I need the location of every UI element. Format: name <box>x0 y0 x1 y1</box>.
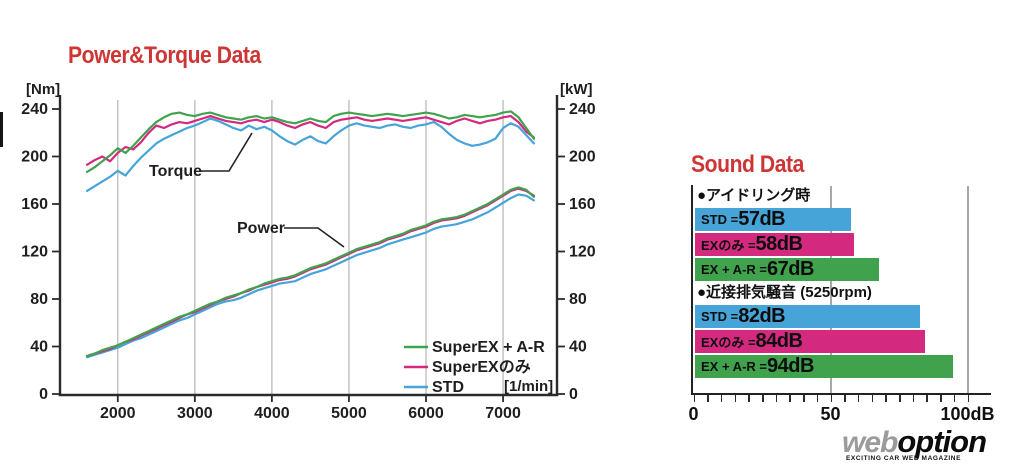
y-tick-label-left: 200 <box>21 149 48 166</box>
sound-group-header: ●アイドリング時 <box>697 187 811 204</box>
sound-axis-label-50: 50 <box>820 404 841 424</box>
y-tick-label-right: 240 <box>569 101 596 118</box>
y-tick-label-right: 0 <box>569 386 578 403</box>
power-torque-title: Power&Torque Data <box>68 42 261 69</box>
sound-bar-STD-82dB: STD = 82dB <box>695 305 920 328</box>
sound-bar-value: 58dB <box>755 233 803 255</box>
y-tick-label-right: 200 <box>569 149 596 166</box>
sound-bar-EX + A-R-67dB: EX + A-R = 67dB <box>695 258 879 281</box>
sound-group-header: ●近接排気騒音 (5250rpm) <box>697 284 872 301</box>
sound-axis-tick <box>707 395 709 402</box>
sound-axis-tick <box>762 395 764 402</box>
logo-web: web <box>842 426 898 459</box>
torque-annotation-line <box>199 132 253 172</box>
legend-label-superex: SuperEXのみ <box>432 359 531 376</box>
curve-STD <box>85 117 536 192</box>
sound-axis-tick <box>967 395 970 402</box>
weboption-logo: weboption EXCITING CAR WEB MAGAZINE <box>842 424 1018 462</box>
sound-axis-tick <box>816 395 819 402</box>
sound-axis-tick <box>953 395 956 402</box>
pt-tick-labels: 0 0 40 40 80 80 120 120 160 160 200 200 240 240 2000 30… <box>21 101 596 422</box>
sound-bar-label: STD = <box>701 309 739 324</box>
legend-label-superex-ar: SuperEX + A-R <box>432 339 545 356</box>
torque-annotation-label: Torque <box>149 163 202 180</box>
sound-gridline-50 <box>830 186 832 393</box>
y-tick-label-right: 120 <box>569 244 596 261</box>
sound-axis-tick <box>789 395 791 402</box>
sound-axis: 0 50 100dB <box>688 393 995 427</box>
y-tick-label-left: 40 <box>30 339 48 356</box>
x-tick-label: 6000 <box>408 405 444 422</box>
sound-axis-tick <box>844 395 846 402</box>
curve-SuperEXのみ <box>85 114 536 166</box>
sound-axis-tick <box>748 395 750 402</box>
sound-bar-value: 57dB <box>738 208 786 230</box>
sound-axis-tick <box>912 395 915 402</box>
y-tick-label-left: 120 <box>21 244 48 261</box>
sound-bar-value: 82dB <box>738 305 786 327</box>
sound-bar-label: STD = <box>701 212 739 227</box>
power-torque-chart: 0 0 40 40 80 80 120 120 160 160 200 200 240 240 2000 30… <box>21 81 596 422</box>
sound-bar-STD-57dB: STD = 57dB <box>695 208 852 231</box>
x-tick-label: 3000 <box>177 405 213 422</box>
sound-axis-tick <box>899 395 901 402</box>
pt-series <box>85 110 536 359</box>
y-tick-label-right: 160 <box>569 196 596 213</box>
y-tick-label-left: 160 <box>21 196 48 213</box>
page-edge-artifact <box>0 112 3 147</box>
y-tick-label-right: 40 <box>569 339 587 356</box>
sound-axis-tick <box>940 395 942 402</box>
pt-axes <box>52 95 565 402</box>
nm-axis-unit-label: [Nm] <box>26 81 60 98</box>
curve-STD <box>85 193 536 359</box>
logo-tagline: EXCITING CAR WEB MAGAZINE <box>846 455 962 462</box>
y-tick-label-right: 80 <box>569 291 587 308</box>
sound-bar-label: EXのみ = <box>701 238 756 253</box>
sound-bar-value: 94dB <box>766 355 814 377</box>
sound-axis-tick <box>720 395 723 402</box>
sound-chart: ●アイドリング時 STD = 57dB EXのみ = 58dB EX + A-R = … <box>691 185 993 393</box>
x-tick-label: 5000 <box>331 405 367 422</box>
curve-SuperEX + A-R <box>85 110 536 173</box>
x-tick-label: 7000 <box>485 405 521 422</box>
sound-axis-tick <box>885 395 887 402</box>
sound-bar-EXのみ-84dB: EXのみ = 84dB <box>695 330 926 353</box>
x-tick-label: 4000 <box>254 405 290 422</box>
y-tick-label-left: 0 <box>39 386 48 403</box>
logo-option: option <box>897 424 987 459</box>
sound-axis-tick <box>926 395 928 402</box>
sound-axis-tick <box>830 395 833 402</box>
sound-axis-tick <box>775 395 778 402</box>
y-tick-label-left: 80 <box>30 291 48 308</box>
sound-bar-value: 67dB <box>766 258 814 280</box>
sound-axis-tick <box>693 395 696 402</box>
sound-bar-value: 84dB <box>755 330 803 352</box>
sound-bar-EXのみ-58dB: EXのみ = 58dB <box>695 233 854 256</box>
sound-bar-EX + A-R-94dB: EX + A-R = 94dB <box>695 355 953 378</box>
rpm-axis-unit-label: [1/min] <box>504 378 553 395</box>
power-annotation-label: Power <box>237 220 285 237</box>
legend-label-std: STD <box>432 379 464 396</box>
sound-axis-label-0: 0 <box>688 404 699 424</box>
sound-axis-label-100dB: 100dB <box>940 404 995 424</box>
sound-axis-tick <box>857 395 860 402</box>
kw-axis-unit-label: [kW] <box>560 81 593 98</box>
sound-axis-tick <box>871 395 874 402</box>
sound-axis-tick <box>803 395 805 402</box>
sound-title: Sound Data <box>691 151 804 178</box>
sound-bar-label: EX + A-R = <box>701 262 767 277</box>
sound-axis-tick <box>734 395 737 402</box>
y-tick-label-left: 240 <box>21 101 48 118</box>
sound-gridline-100 <box>967 186 969 393</box>
sound-bar-label: EX + A-R = <box>701 359 767 374</box>
sound-bar-label: EXのみ = <box>701 335 756 350</box>
power-annotation-line <box>284 227 345 248</box>
x-tick-label: 2000 <box>100 405 136 422</box>
curve-SuperEX + A-R <box>85 186 536 358</box>
